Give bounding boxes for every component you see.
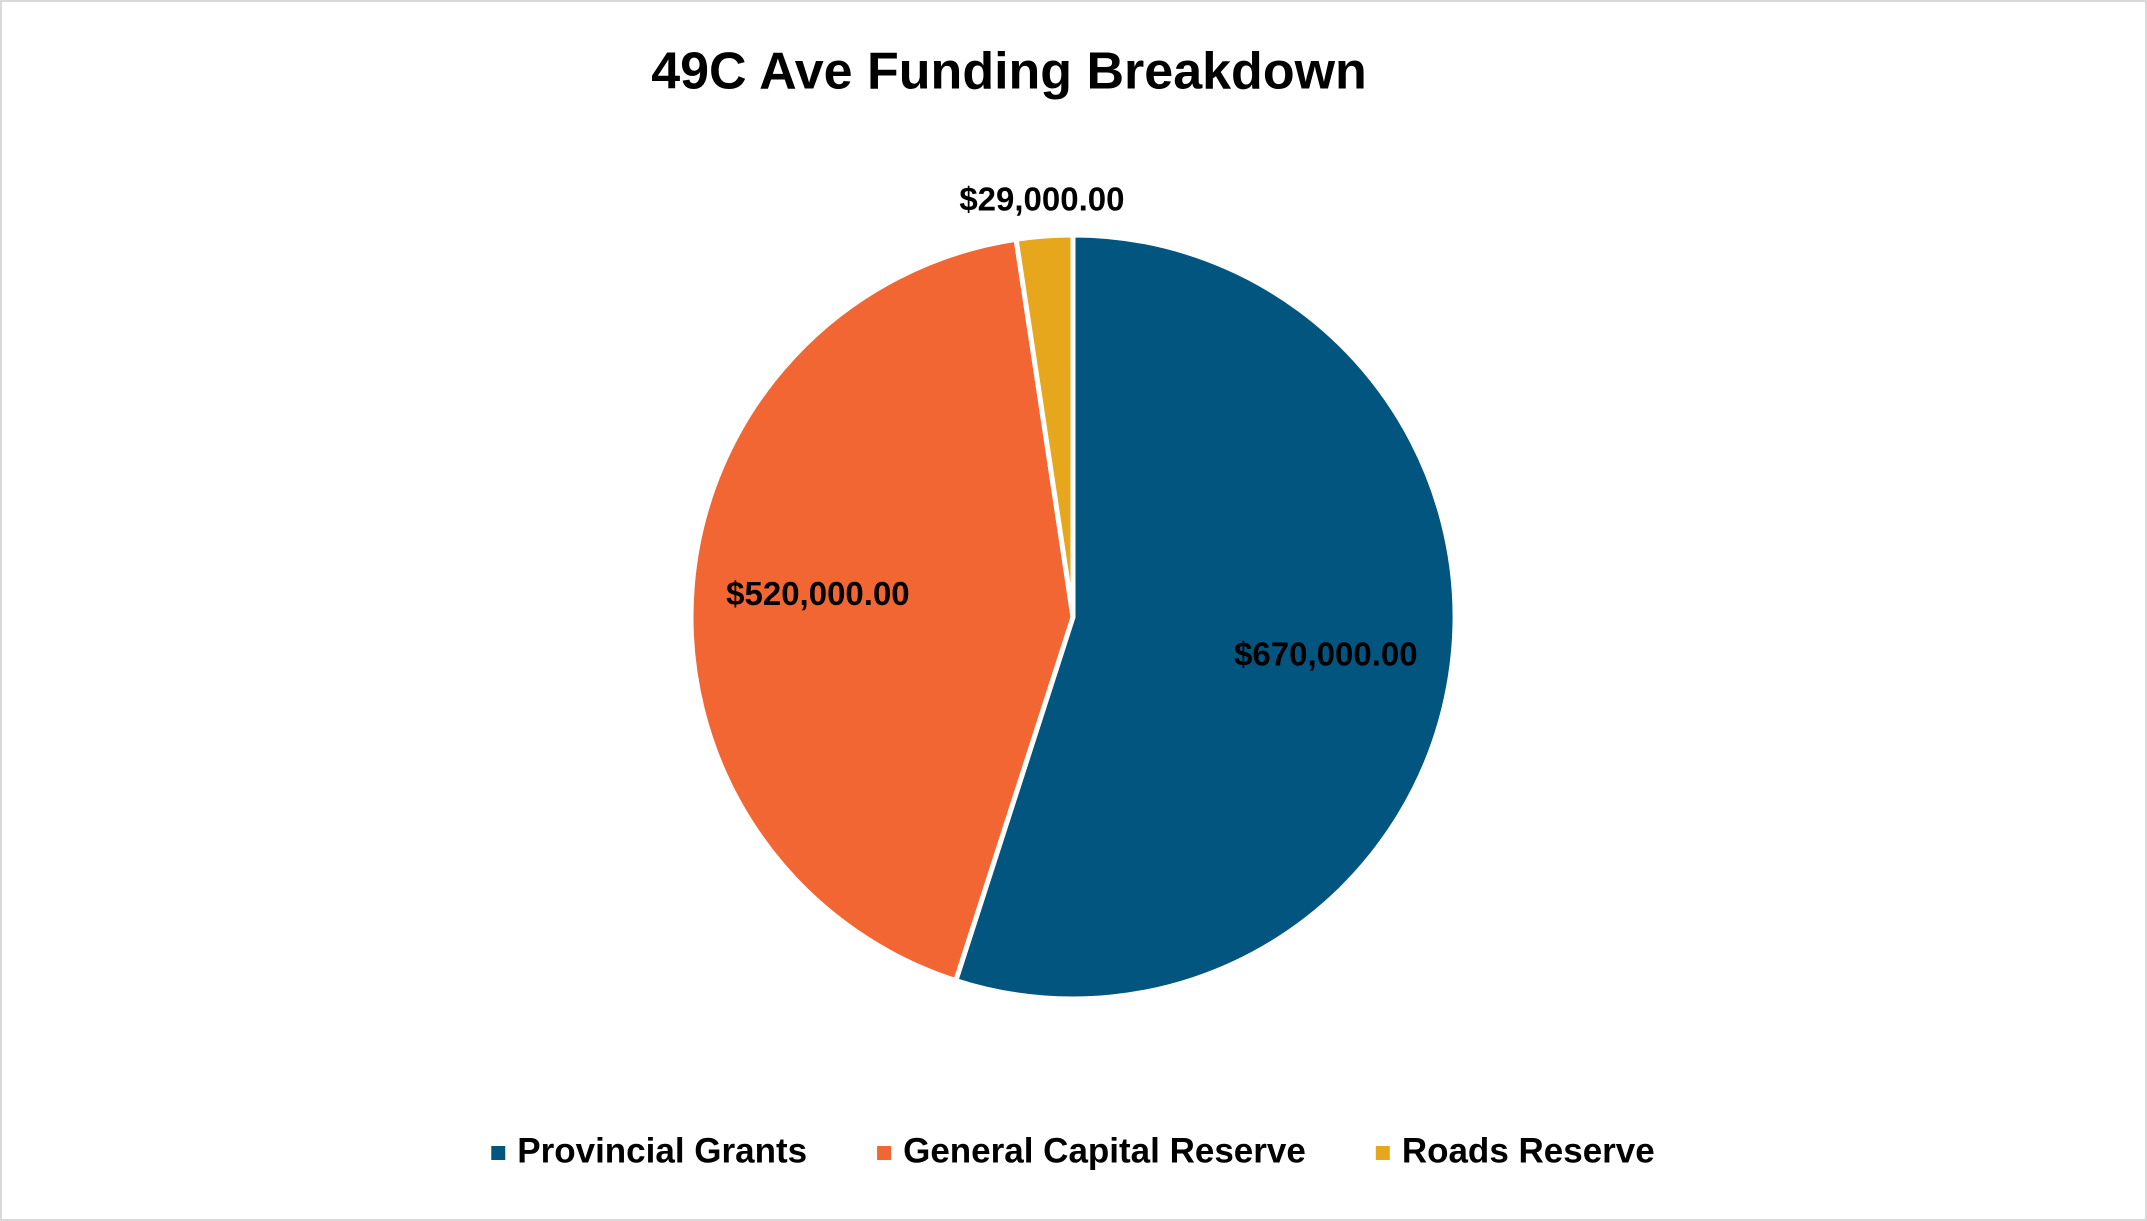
legend-swatch <box>1375 1146 1390 1160</box>
legend-label: Roads Reserve <box>1402 1131 1655 1170</box>
legend-swatch <box>877 1146 892 1160</box>
pie-slice <box>688 236 1076 984</box>
legend-label: General Capital Reserve <box>903 1131 1306 1170</box>
legend-label: Provincial Grants <box>517 1131 807 1170</box>
legend: Provincial Grants General Capital Reserve… <box>491 1131 1655 1170</box>
data-label: $29,000.00 <box>959 181 1124 218</box>
pie-slice <box>953 232 1458 1002</box>
chart-title: 49C Ave Funding Breakdown <box>651 43 1367 101</box>
pie: $670,000.00 $520,000.00 $29,000.00 <box>688 181 1458 1002</box>
pie-slice <box>1013 232 1076 620</box>
legend-swatch <box>491 1146 506 1160</box>
data-label: $670,000.00 <box>1234 635 1418 672</box>
data-label: $520,000.00 <box>726 575 910 612</box>
